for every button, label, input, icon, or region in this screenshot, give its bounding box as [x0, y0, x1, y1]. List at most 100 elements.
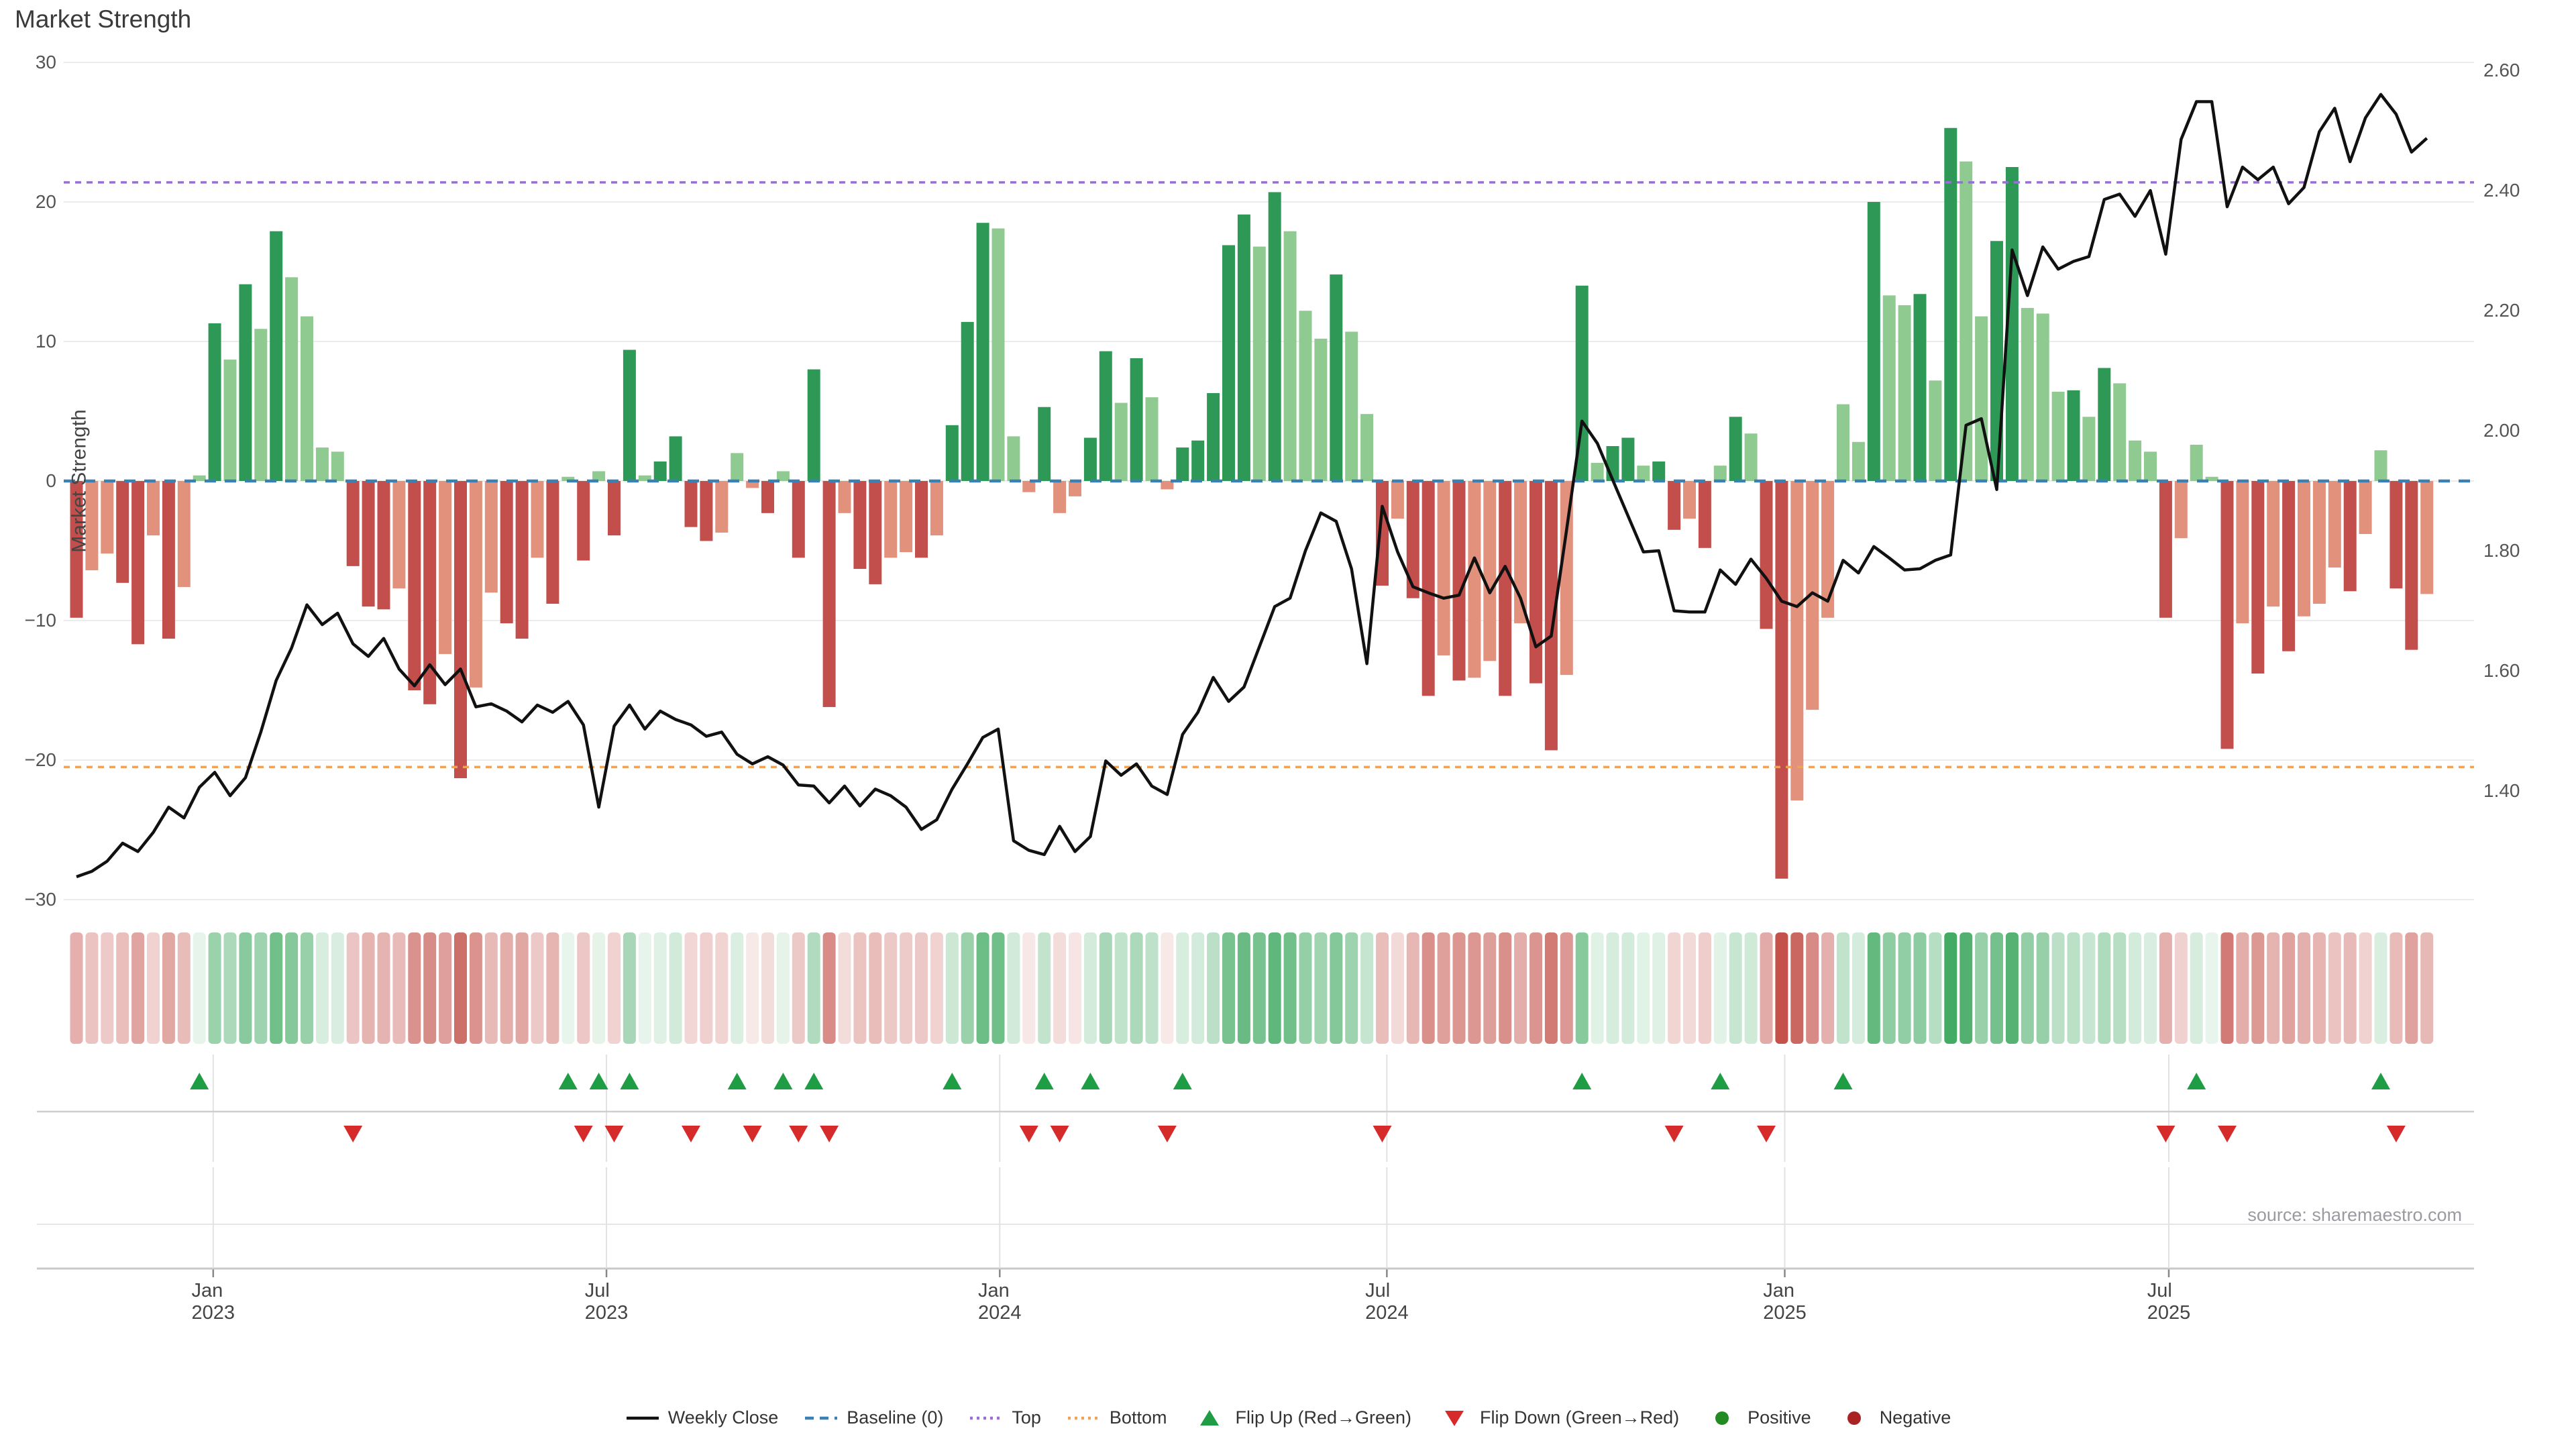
heatmap-cell: [1268, 932, 1281, 1044]
strength-bar: [807, 369, 820, 481]
strength-bar: [362, 481, 375, 607]
flip-up-marker: [1034, 1073, 1054, 1089]
strength-bar: [2328, 481, 2341, 568]
heatmap-cell: [1683, 932, 1696, 1044]
legend-item: Bottom: [1067, 1407, 1167, 1428]
strength-bar: [1283, 231, 1297, 481]
heatmap-cell: [285, 932, 299, 1044]
flip-up-marker: [1711, 1073, 1730, 1089]
heatmap-cell: [2251, 932, 2265, 1044]
heatmap-cell: [346, 932, 360, 1044]
strength-bar: [1929, 380, 1942, 481]
strength-bar: [1268, 192, 1281, 481]
strength-bar: [900, 481, 913, 553]
strength-bar: [2236, 481, 2249, 624]
legend-item: Flip Up (Red→Green): [1192, 1407, 1411, 1428]
strength-bar: [285, 277, 299, 481]
weekly-close-line: [76, 93, 2428, 879]
strength-bar: [131, 481, 145, 645]
heatmap-cell: [469, 932, 482, 1044]
strength-bar: [1913, 294, 1927, 481]
heatmap-cell: [2113, 932, 2127, 1044]
strength-bar: [2220, 481, 2234, 749]
circle-red-icon: [1847, 1411, 1861, 1425]
heatmap-cell: [1421, 932, 1435, 1044]
heatmap-cell: [2390, 932, 2403, 1044]
heatmap-cell: [177, 932, 191, 1044]
heatmap-cell: [915, 932, 928, 1044]
dotted-orange-icon: [1067, 1416, 1100, 1419]
heatmap-cell: [976, 932, 989, 1044]
heatmap-cell: [2312, 932, 2326, 1044]
strength-bar: [254, 329, 268, 481]
strength-bar: [439, 481, 452, 654]
strength-bar: [2129, 440, 2142, 481]
legend-item-label: Weekly Close: [667, 1407, 779, 1428]
strength-bar: [315, 447, 329, 481]
heatmap-cell: [1975, 932, 1988, 1044]
left-axis-tick-label: −20: [24, 749, 57, 770]
heatmap-cell: [70, 932, 83, 1044]
strength-bar: [592, 471, 606, 481]
strength-bar: [1161, 481, 1174, 490]
flip-down-marker: [2156, 1126, 2176, 1142]
strength-bar: [761, 481, 774, 513]
heatmap-cell: [2129, 932, 2142, 1044]
strength-bar: [2082, 417, 2096, 481]
legend-item-label: Top: [1012, 1407, 1041, 1428]
legend: Weekly Close Baseline (0) Top Bottom Flip Up…: [0, 1407, 2576, 1428]
heatmap-cell: [484, 932, 498, 1044]
strength-bar: [945, 425, 959, 481]
legend-item: Baseline (0): [804, 1407, 943, 1428]
strength-bar: [1468, 481, 1481, 678]
strength-bar: [561, 476, 575, 481]
left-axis-tick-label: −30: [24, 889, 57, 910]
strength-bar: [2113, 383, 2127, 481]
heatmap-cell: [1913, 932, 1927, 1044]
strength-bar: [1882, 295, 1896, 481]
heatmap-cell: [1760, 932, 1773, 1044]
strength-bar: [822, 481, 836, 707]
heatmap-cell: [669, 932, 682, 1044]
strength-bar: [2282, 481, 2296, 651]
left-axis-tick-label: 10: [35, 331, 56, 352]
x-axis-tick-label: Jul 2023: [584, 1280, 629, 1324]
heatmap-cell: [1437, 932, 1450, 1044]
heatmap-cell: [131, 932, 145, 1044]
strength-bar: [1330, 274, 1343, 481]
right-axis-tick-label: 1.40: [2483, 780, 2520, 801]
heatmap-cell: [515, 932, 529, 1044]
flip-up-marker: [773, 1073, 793, 1089]
heatmap-cell: [377, 932, 390, 1044]
strength-bar: [1821, 481, 1835, 618]
heatmap-cell: [1606, 932, 1619, 1044]
heatmap-cell: [700, 932, 713, 1044]
strength-bar: [838, 481, 851, 513]
heatmap-cell: [2359, 932, 2372, 1044]
heatmap-cell: [838, 932, 851, 1044]
heatmap-cell: [116, 932, 129, 1044]
heatmap-cell: [577, 932, 590, 1044]
strength-bar: [1452, 481, 1466, 681]
heatmap-cell: [423, 932, 437, 1044]
heatmap-cell: [2159, 932, 2172, 1044]
strength-bar: [1314, 338, 1328, 481]
strength-bar: [1591, 462, 1604, 481]
legend-item: Weekly Close: [625, 1407, 779, 1428]
strength-bar: [976, 223, 989, 481]
x-axis-tick-label: Jan 2025: [1763, 1280, 1807, 1324]
flip-up-marker: [2371, 1073, 2390, 1089]
heatmap-cell: [1591, 932, 1604, 1044]
strength-bar: [884, 481, 898, 558]
strength-bar: [1083, 437, 1097, 481]
heatmap-cell: [653, 932, 667, 1044]
heatmap-cell: [715, 932, 729, 1044]
heatmap-cell: [2051, 932, 2065, 1044]
strength-bar: [991, 228, 1005, 481]
heatmap-cell: [2067, 932, 2080, 1044]
heatmap-cell: [2082, 932, 2096, 1044]
strength-bar: [577, 481, 590, 561]
strength-bar: [2021, 308, 2034, 481]
heatmap-cell: [208, 932, 221, 1044]
strength-bar: [608, 481, 621, 536]
